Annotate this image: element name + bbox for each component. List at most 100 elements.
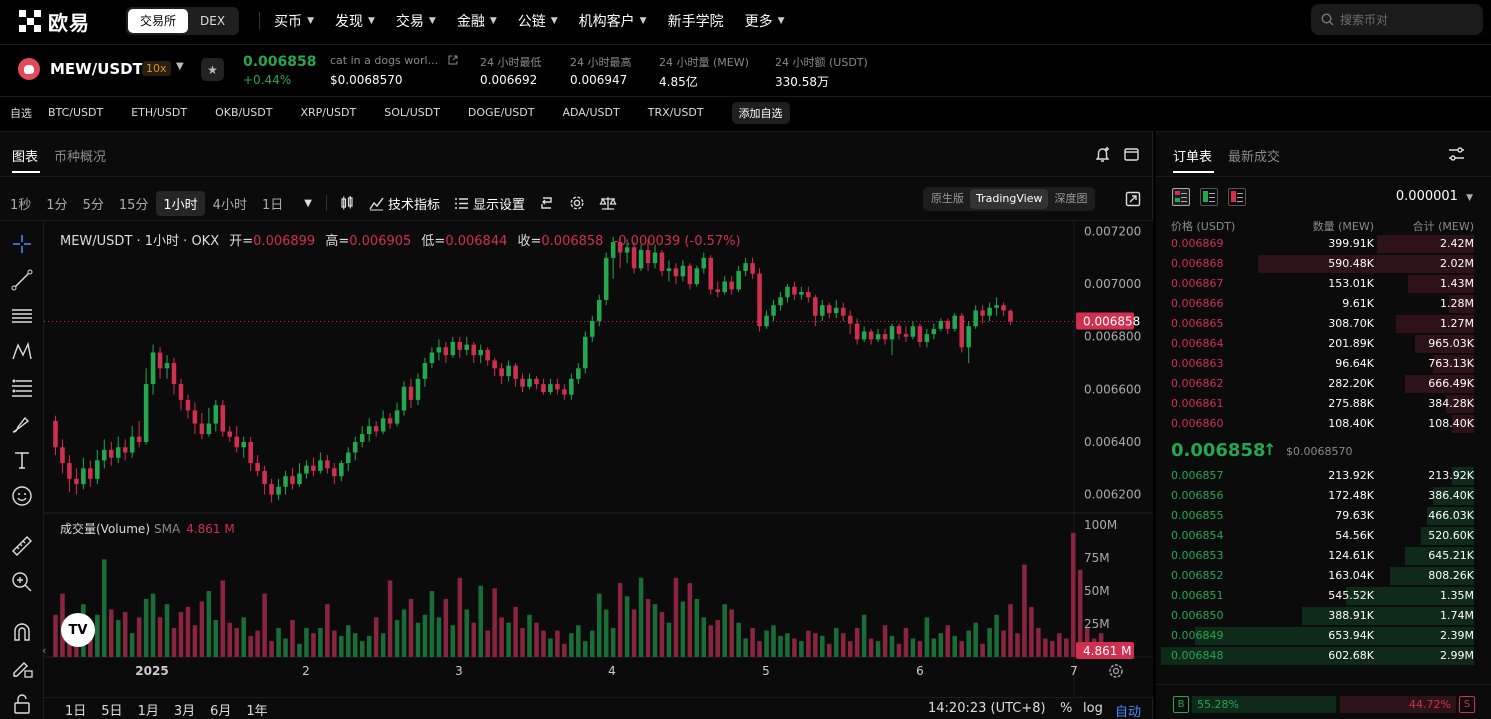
bid-row[interactable]: 0.006857 213.92K 213.92K (1161, 466, 1474, 486)
emoji-icon[interactable] (10, 484, 34, 508)
magnet-icon[interactable] (10, 620, 34, 644)
compare-button[interactable] (599, 195, 617, 211)
ruler-icon[interactable] (10, 534, 34, 558)
brush-icon[interactable] (10, 412, 34, 436)
coin-description[interactable]: cat in a dogs worl... $0.0068570 (330, 54, 458, 87)
timeframe-option[interactable]: 4小时 (212, 197, 247, 213)
ask-row[interactable]: 0.006863 96.64K 763.13K (1161, 354, 1474, 374)
timeframe-more-chevron-icon[interactable]: ▼ (304, 197, 312, 209)
ask-row[interactable]: 0.006865 308.70K 1.27M (1161, 314, 1474, 334)
range-button[interactable]: 1月 (137, 703, 159, 719)
pencil-lock-icon[interactable] (10, 656, 34, 680)
timeframe-option[interactable]: 1小时 (156, 190, 205, 216)
alarm-add-icon[interactable] (1094, 146, 1111, 163)
settings-button[interactable] (569, 195, 585, 211)
undo-button[interactable] (539, 195, 555, 211)
window-icon[interactable] (1123, 146, 1140, 163)
range-button[interactable]: 1日 (65, 703, 87, 719)
nav-item-6[interactable]: 新手学院 (668, 11, 724, 31)
view-native[interactable]: 原生版 (931, 192, 964, 205)
ask-row[interactable]: 0.006864 201.89K 965.03K (1161, 334, 1474, 354)
bid-row[interactable]: 0.006856 172.48K 386.40K (1161, 486, 1474, 506)
favorite-pair[interactable]: ETH/USDT (131, 106, 188, 119)
ask-row[interactable]: 0.006866 9.61K 1.28M (1161, 294, 1474, 314)
timeframe-option[interactable]: 15分 (118, 197, 149, 213)
percent-scale-button[interactable]: % (1060, 701, 1073, 716)
ask-row[interactable]: 0.006867 153.01K 1.43M (1161, 274, 1474, 294)
sliders-icon[interactable] (1448, 146, 1465, 163)
indicators-button[interactable]: 技术指标 (369, 194, 440, 213)
mode-dex[interactable]: DEX (200, 14, 226, 28)
search-box[interactable] (1311, 4, 1483, 35)
range-button[interactable]: 1年 (246, 703, 268, 719)
favorite-pair[interactable]: SOL/USDT (384, 106, 440, 119)
bid-row[interactable]: 0.006855 79.63K 466.03K (1161, 506, 1474, 526)
favorite-pair[interactable]: XRP/USDT (300, 106, 357, 119)
favorite-pair[interactable]: BTC/USDT (48, 106, 104, 119)
clock[interactable]: 14:20:23 (UTC+8) (928, 701, 1046, 716)
tab-order-book[interactable]: 订单表 (1173, 150, 1213, 165)
range-button[interactable]: 3月 (173, 703, 196, 719)
add-favorite-button[interactable]: 添加自选 (731, 101, 790, 124)
nav-item-0[interactable]: 买币 ▼ (274, 11, 314, 31)
nav-item-4[interactable]: 公链 ▼ (518, 11, 558, 31)
bid-row[interactable]: 0.006854 54.56K 520.60K (1161, 526, 1474, 546)
bid-row[interactable]: 0.006850 388.91K 1.74M (1161, 606, 1474, 626)
bid-row[interactable]: 0.006848 602.68K 2.99M (1161, 646, 1474, 666)
chevron-left-icon[interactable]: ‹ (42, 644, 47, 657)
range-button[interactable]: 5日 (101, 703, 123, 719)
bid-row[interactable]: 0.006849 653.94K 2.39M (1161, 626, 1474, 646)
external-link-icon[interactable] (448, 55, 458, 65)
ask-row[interactable]: 0.006868 590.48K 2.02M (1161, 254, 1474, 274)
nav-item-7[interactable]: 更多 ▼ (745, 11, 785, 31)
tradingview-logo[interactable]: TV (61, 613, 95, 647)
pair-name[interactable]: MEW/USDT (50, 60, 143, 78)
nav-item-3[interactable]: 金融 ▼ (457, 11, 497, 31)
favorite-pair[interactable]: OKB/USDT (215, 106, 273, 119)
auto-scale-button[interactable]: 自动 (1115, 705, 1142, 719)
horizontal-lines-icon[interactable] (10, 304, 34, 328)
bids-only-icon[interactable] (1200, 188, 1218, 206)
ask-row[interactable]: 0.006862 282.20K 666.49K (1161, 374, 1474, 394)
mode-exchange[interactable]: 交易所 (128, 9, 189, 33)
favorite-pair[interactable]: DOGE/USDT (467, 106, 535, 119)
asks-only-icon[interactable] (1228, 188, 1246, 206)
fibonacci-icon[interactable] (10, 376, 34, 400)
candle-type-button[interactable] (339, 195, 355, 211)
display-settings-button[interactable]: 显示设置 (454, 194, 525, 213)
axis-settings-icon[interactable] (1109, 664, 1123, 678)
ask-row[interactable]: 0.006861 275.88K 384.28K (1161, 394, 1474, 414)
favorite-star-button[interactable]: ★ (201, 58, 224, 81)
favorite-pair[interactable]: ADA/USDT (562, 106, 620, 119)
favorite-pair[interactable]: TRX/USDT (647, 106, 704, 119)
timeframe-option[interactable]: 1日 (261, 197, 284, 213)
search-input[interactable] (1340, 12, 1470, 27)
nav-item-5[interactable]: 机构客户 ▼ (579, 11, 647, 31)
tab-chart[interactable]: 图表 (12, 150, 39, 165)
favorites-label[interactable]: 自选 (10, 106, 32, 120)
bid-row[interactable]: 0.006853 124.61K 645.21K (1161, 546, 1474, 566)
bid-row[interactable]: 0.006852 163.04K 808.26K (1161, 566, 1474, 586)
ask-row[interactable]: 0.006869 399.91K 2.42M (1161, 234, 1474, 254)
range-button[interactable]: 6月 (210, 703, 232, 719)
view-tradingview[interactable]: TradingView (970, 189, 1049, 209)
tab-coin-overview[interactable]: 币种概况 (54, 150, 107, 165)
pattern-icon[interactable] (10, 340, 34, 364)
timeframe-option[interactable]: 1秒 (10, 197, 32, 213)
expand-icon[interactable] (1125, 191, 1141, 207)
log-scale-button[interactable]: log (1083, 701, 1103, 716)
tab-recent-trades[interactable]: 最新成交 (1228, 150, 1281, 165)
text-icon[interactable] (10, 448, 34, 472)
timeframe-option[interactable]: 5分 (82, 197, 104, 213)
chart-canvas[interactable]: 0.007200 0.007000 0.006800 0.006600 0.006400… (44, 221, 1153, 697)
both-sides-icon[interactable] (1172, 188, 1190, 206)
tick-size-select[interactable]: 0.000001 ▼ (1396, 189, 1473, 204)
crosshair-icon[interactable] (10, 232, 34, 256)
ask-row[interactable]: 0.006860 108.40K 108.40K (1161, 414, 1474, 434)
trend-line-icon[interactable] (10, 268, 34, 292)
chevron-down-icon[interactable]: ▼ (176, 61, 184, 72)
lock-icon[interactable] (10, 692, 34, 716)
zoom-in-icon[interactable] (10, 570, 34, 594)
timeframe-option[interactable]: 1分 (46, 197, 68, 213)
candlestick-chart[interactable]: 0.007200 0.007000 0.006800 0.006600 0.006400… (44, 221, 1153, 697)
